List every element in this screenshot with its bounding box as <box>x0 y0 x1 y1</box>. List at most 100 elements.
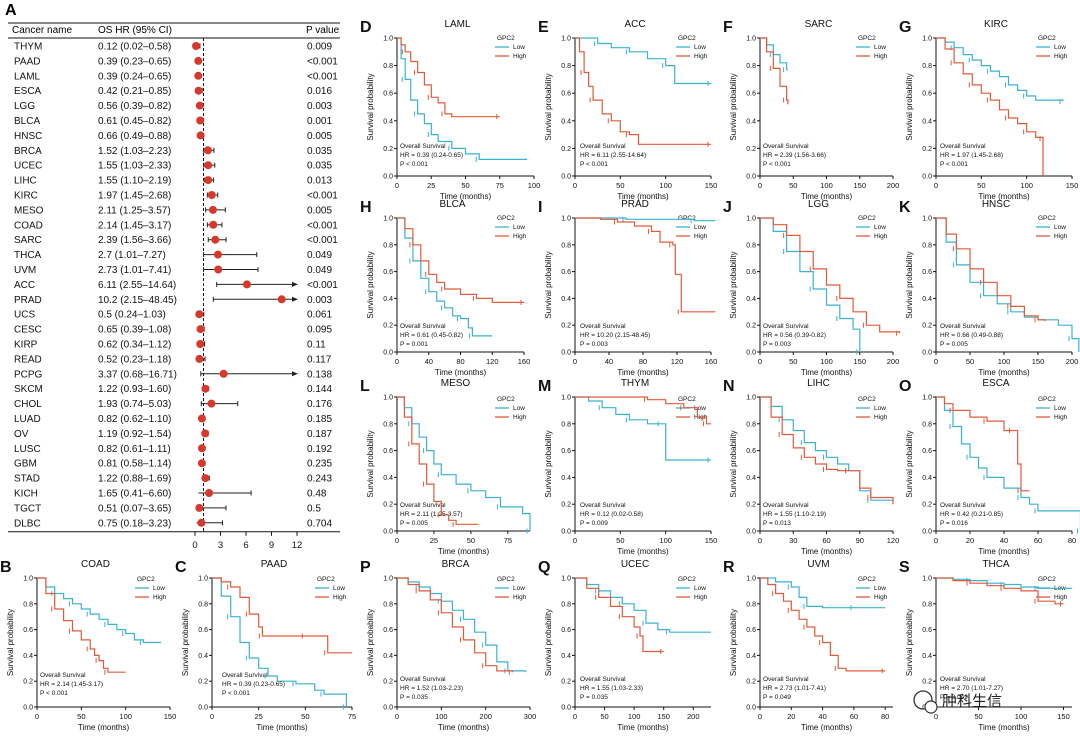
km-x-tick-label: 30 <box>789 536 797 545</box>
km-legend-low-label: Low <box>694 224 706 231</box>
km-legend-high-label: High <box>874 233 888 240</box>
km-legend-low-label: Low <box>153 585 165 592</box>
km-legend-high-label: High <box>1054 233 1068 240</box>
km-x-tick-label: 200 <box>479 712 492 721</box>
forest-point <box>209 220 218 229</box>
forest-row-name: ESCA <box>14 86 42 97</box>
km-y-label: Survival probability <box>729 73 738 140</box>
km-legend-title: GPC2 <box>1038 215 1056 222</box>
km-x-label: Time (months) <box>438 547 490 556</box>
forest-row-p: 0.035 <box>307 161 332 172</box>
km-y-tick-label: 0.0 <box>198 705 208 712</box>
panel-letter: J <box>723 199 732 216</box>
km-stat-p: P < 0.001 <box>580 161 608 168</box>
km-x-tick-label: 200 <box>687 712 700 721</box>
km-title: BRCA <box>442 559 470 570</box>
km-y-tick-label: 0.0 <box>746 174 756 181</box>
km-curve-high <box>397 577 513 673</box>
km-y-label: Survival probability <box>729 609 738 676</box>
forest-ci-arrow <box>292 296 298 302</box>
km-legend-low-label: Low <box>513 585 525 592</box>
km-title: LAML <box>444 19 471 30</box>
km-legend-title: GPC2 <box>858 576 876 583</box>
km-stat-p: P = 0.005 <box>940 341 968 348</box>
km-stat-p: P = 0.003 <box>763 341 791 348</box>
km-y-tick-label: 0.6 <box>383 269 393 276</box>
km-y-tick-label: 1.0 <box>383 36 393 43</box>
km-y-tick-label: 0.8 <box>922 421 932 428</box>
km-panel-n: N LIHC 0.0 0.2 0.4 0.6 0.8 1.0 0 30 60 90 120 Time (m… <box>723 378 899 556</box>
forest-row-p: 0.095 <box>307 325 332 336</box>
km-panel-j: J LGG 0.0 0.2 0.4 0.6 0.8 1.0 0 50 100 150 200 Time (… <box>723 199 901 377</box>
km-x-label: Time (months) <box>435 368 487 377</box>
km-x-tick-label: 150 <box>1066 181 1079 190</box>
km-y-label: Survival probability <box>366 609 375 676</box>
forest-point <box>277 295 286 304</box>
forest-row-p: 0.243 <box>307 474 332 485</box>
km-x-tick-label: 100 <box>119 712 132 721</box>
km-x-tick-label: 50 <box>616 536 624 545</box>
km-x-tick-label: 0 <box>934 712 938 721</box>
forest-point <box>204 176 213 185</box>
km-y-tick-label: 0.2 <box>922 679 932 686</box>
km-y-tick-label: 1.0 <box>561 36 571 43</box>
km-curve-low <box>575 37 711 85</box>
km-y-tick-label: 0.6 <box>746 627 756 634</box>
forest-row-hr: 1.65 (0.41–6.60) <box>98 489 171 500</box>
km-y-tick-label: 0.8 <box>922 63 932 70</box>
forest-row-name: KIRC <box>14 191 38 202</box>
km-y-tick-label: 1.0 <box>561 395 571 402</box>
forest-point <box>197 459 206 468</box>
km-curve-high <box>760 396 894 505</box>
km-x-tick-label: 200 <box>887 181 900 190</box>
forest-row-p: 0.48 <box>307 489 327 500</box>
km-y-tick-label: 0.2 <box>746 679 756 686</box>
km-y-label: Survival probability <box>366 73 375 140</box>
km-curve-low <box>37 577 162 644</box>
km-y-tick-label: 0.4 <box>198 653 208 660</box>
watermark-text: 肿科生信 <box>942 693 1002 710</box>
km-y-tick-label: 0.4 <box>922 296 932 303</box>
forest-row-p: 0.5 <box>307 503 321 514</box>
forest-point <box>195 310 204 319</box>
km-x-tick-label: 150 <box>1057 712 1070 721</box>
km-curve-high <box>212 577 352 654</box>
km-x-tick-label: 40 <box>818 712 826 721</box>
forest-row-name: BRCA <box>14 146 42 157</box>
km-y-tick-label: 0.4 <box>383 653 393 660</box>
panel-letter: Q <box>538 559 550 576</box>
km-curve-low <box>212 577 347 707</box>
km-title: KIRC <box>984 19 1008 30</box>
forest-row-hr: 2.11 (1.25–3.57) <box>98 205 171 216</box>
forest-row-p: 0.001 <box>307 116 332 127</box>
km-y-label: Survival probability <box>544 430 553 497</box>
km-legend-title: GPC2 <box>678 215 696 222</box>
forest-row-hr: 0.75 (0.18–3.23) <box>98 518 171 529</box>
km-stat-title: Overall Survival <box>400 502 446 509</box>
km-stat-hr: HR = 1.55 (1.10-2.19) <box>763 511 826 518</box>
km-x-tick-label: 120 <box>486 357 499 366</box>
km-panel-c: C PAAD 0.0 0.2 0.4 0.6 0.8 1.0 0 25 50 75 Time (mont… <box>175 559 356 732</box>
km-x-tick-label: 0 <box>573 712 577 721</box>
km-stat-title: Overall Survival <box>940 143 986 150</box>
km-legend-title: GPC2 <box>497 396 515 403</box>
forest-point <box>204 161 213 170</box>
panel-letter: G <box>899 19 911 36</box>
km-legend-high-label: High <box>694 594 708 601</box>
km-x-tick-label: 20 <box>966 536 974 545</box>
forest-row-hr: 1.93 (0.74–5.03) <box>98 399 171 410</box>
km-y-tick-label: 1.0 <box>561 216 571 223</box>
forest-point <box>207 191 216 199</box>
km-stat-p: P < 0.001 <box>763 161 791 168</box>
km-curve-high <box>936 577 1064 605</box>
km-x-tick-label: 0 <box>934 536 938 545</box>
km-x-label: Time (months) <box>617 192 669 201</box>
forest-row-name: DLBC <box>14 518 41 529</box>
km-x-tick-label: 0 <box>35 712 39 721</box>
km-stat-title: Overall Survival <box>763 676 809 683</box>
forest-row-p: <0.001 <box>307 71 338 82</box>
km-legend-high-label: High <box>1054 53 1068 60</box>
panel-letter: N <box>723 378 735 395</box>
